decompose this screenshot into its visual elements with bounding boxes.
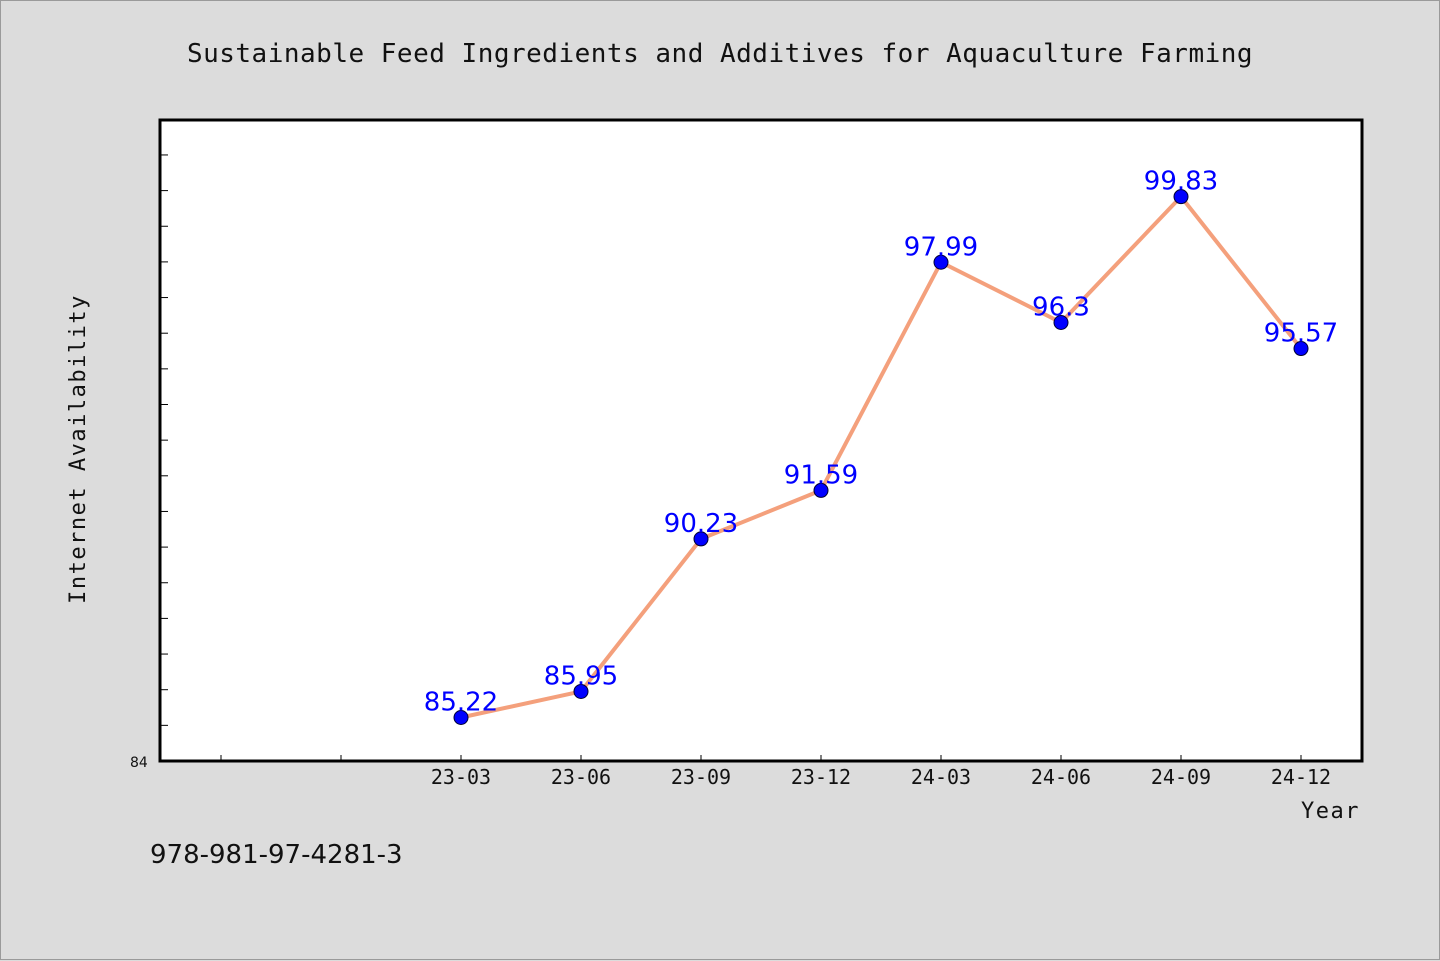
- data-label: 99.83: [1144, 167, 1218, 197]
- y-axis-min-label: 84: [130, 755, 148, 771]
- x-tick-label: 23-06: [551, 765, 611, 789]
- data-point: [1173, 189, 1189, 205]
- data-label: 85.95: [544, 661, 618, 691]
- y-axis-title: Internet Availability: [66, 294, 91, 604]
- data-point: [1053, 315, 1069, 331]
- x-tick-label: 23-12: [791, 765, 851, 789]
- x-tick-label: 24-12: [1271, 765, 1331, 789]
- data-label: 95.57: [1264, 319, 1338, 349]
- x-axis-ticks: [220, 755, 1302, 761]
- x-tick-label: 23-09: [671, 765, 731, 789]
- data-label: 90.23: [664, 509, 738, 539]
- x-axis-tick-labels: 23-03 23-06 23-09 23-12 24-03 24-06 24-09 24-12: [431, 765, 1331, 789]
- data-point: [573, 683, 589, 699]
- footer-code: 978-981-97-4281-3: [150, 840, 403, 870]
- plot-area: [158, 118, 1364, 763]
- series-line: [459, 194, 1303, 720]
- x-axis-title: Year: [1301, 799, 1360, 824]
- y-axis-ticks: [161, 118, 168, 726]
- data-point: [693, 531, 709, 547]
- x-tick-label: 24-06: [1031, 765, 1091, 789]
- series-markers: [453, 189, 1309, 726]
- x-tick-label: 24-03: [911, 765, 971, 789]
- chart-title: Sustainable Feed Ingredients and Additiv…: [187, 39, 1253, 69]
- data-point: [813, 482, 829, 498]
- x-tick-label: 23-03: [431, 765, 491, 789]
- data-point: [453, 710, 469, 726]
- data-label: 96.3: [1032, 293, 1090, 323]
- series-line-layer: [459, 194, 1303, 720]
- data-label: 85.22: [424, 688, 498, 718]
- data-label: 91.59: [784, 460, 858, 490]
- data-point: [1293, 341, 1309, 357]
- data-label: 97.99: [904, 232, 978, 262]
- x-tick-label: 24-09: [1151, 765, 1211, 789]
- data-point: [933, 254, 949, 270]
- data-labels: 85.22 85.95 90.23 91.59 97.99 96.3 99.83 95.57: [424, 167, 1338, 718]
